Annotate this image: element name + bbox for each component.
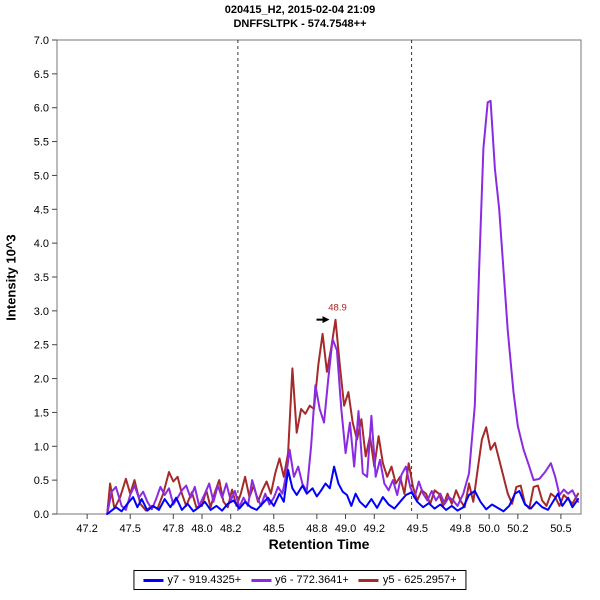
plot-frame xyxy=(56,39,582,515)
chart-title-line1: 020415_H2, 2015-02-04 21:09 xyxy=(224,4,376,16)
x-tick-label: 49.0 xyxy=(335,523,356,535)
legend-swatch-y6 xyxy=(251,578,272,582)
y-tick-label: 4.5 xyxy=(34,204,49,216)
x-tick-label: 50.0 xyxy=(478,523,499,535)
series-line-y7[interactable] xyxy=(106,465,580,515)
legend-label-y7: y7 - 919.4325+ xyxy=(167,574,242,586)
y-tick-label: 5.5 xyxy=(34,137,49,149)
legend: y7 - 919.4325+ y6 - 772.3641+ y5 - 625.295… xyxy=(133,570,467,590)
y-tick-label: 1.5 xyxy=(34,407,49,419)
legend-item-y5: y5 - 625.2957+ xyxy=(358,574,457,586)
x-tick-label: 47.2 xyxy=(76,523,97,535)
y-tick-label: 0.0 xyxy=(34,509,49,521)
legend-item-y6: y6 - 772.3641+ xyxy=(251,574,349,586)
x-tick-label: 47.5 xyxy=(120,523,141,535)
y-tick-label: 0.5 xyxy=(34,475,49,487)
y-tick-label: 7.0 xyxy=(34,35,49,47)
y-tick-label: 2.0 xyxy=(34,374,49,386)
x-tick-label: 49.8 xyxy=(450,523,471,535)
legend-item-y7: y7 - 919.4325+ xyxy=(143,574,241,586)
y-tick-label: 3.0 xyxy=(34,306,49,318)
y-tick-label: 6.5 xyxy=(34,69,49,81)
chart-title-line2: DNFFSLTPK - 574.7548++ xyxy=(233,18,367,30)
chart-title: 020415_H2, 2015-02-04 21:09 DNFFSLTPK - … xyxy=(0,3,600,31)
y-axis-label: Intensity 10^3 xyxy=(3,234,19,321)
x-tick-label: 48.8 xyxy=(306,523,327,535)
y-tick-label: 1.0 xyxy=(34,441,49,453)
x-tick-label: 48.5 xyxy=(263,523,284,535)
x-tick-label: 50.2 xyxy=(507,523,528,535)
peak-rt-annotation: 48.9 xyxy=(328,303,347,314)
legend-label-y5: y5 - 625.2957+ xyxy=(382,574,457,586)
legend-swatch-y7 xyxy=(143,578,164,582)
x-tick-label: 50.5 xyxy=(550,523,571,535)
y-tick-label: 2.5 xyxy=(34,340,49,352)
legend-label-y6: y6 - 772.3641+ xyxy=(275,574,349,586)
series-line-y5[interactable] xyxy=(106,318,580,515)
y-tick-label: 6.0 xyxy=(34,103,49,115)
peak-id-arrow-icon xyxy=(322,316,330,324)
y-tick-label: 3.5 xyxy=(34,272,49,284)
y-tick-label: 4.0 xyxy=(34,238,49,250)
series-line-y6[interactable] xyxy=(106,99,580,515)
x-tick-label: 49.5 xyxy=(407,523,428,535)
legend-swatch-y5 xyxy=(358,578,379,582)
x-tick-label: 47.8 xyxy=(163,523,184,535)
x-tick-label: 48.2 xyxy=(220,523,241,535)
x-tick-label: 48.0 xyxy=(191,523,212,535)
x-axis-label: Retention Time xyxy=(268,536,370,552)
y-tick-label: 5.0 xyxy=(34,170,49,182)
x-tick-label: 49.2 xyxy=(364,523,385,535)
